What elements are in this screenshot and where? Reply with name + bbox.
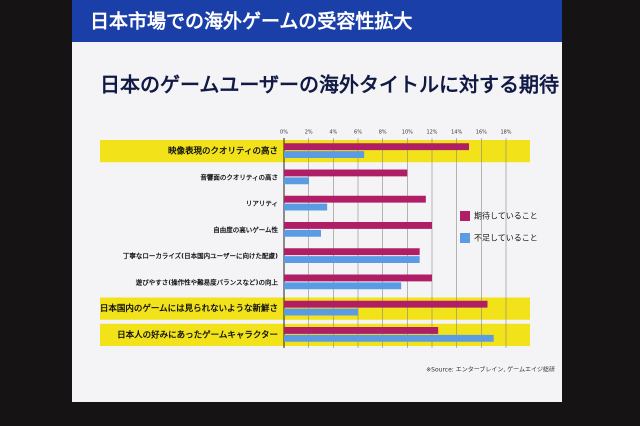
y-tick-label: 日本国内のゲームには見られないような新鮮さ <box>100 303 278 314</box>
legend-swatch <box>460 233 470 243</box>
bar <box>284 300 488 308</box>
y-tick-label: 丁寧なローカライズ(日本国内ユーザーに向けた配慮) <box>123 251 278 260</box>
y-tick-label: 遊びやすさ(操作性や難易度バランスなど)の向上 <box>136 277 279 286</box>
x-tick-label: 18% <box>500 130 511 136</box>
legend-label: 不足していること <box>474 234 538 243</box>
bar <box>284 256 420 263</box>
chart-title: 日本市場での海外ゲームの受容性拡大 <box>90 10 412 33</box>
bar <box>284 229 321 237</box>
x-tick-label: 0% <box>280 130 288 136</box>
x-tick-label: 2% <box>305 130 313 136</box>
bar <box>284 334 494 342</box>
y-tick-label: 音響面のクオリティの高さ <box>200 172 278 181</box>
title-bar <box>72 0 562 42</box>
x-tick-label: 6% <box>354 130 362 136</box>
bar <box>284 308 358 316</box>
x-tick-label: 10% <box>402 130 413 136</box>
legend-label: 期待していること <box>474 211 538 221</box>
bar <box>284 222 432 229</box>
bar <box>284 203 328 211</box>
x-tick-label: 16% <box>476 130 487 136</box>
bar <box>284 143 469 151</box>
bar <box>284 274 432 282</box>
chart-subtitle: 日本のゲームユーザーの海外タイトルに対する期待 <box>100 73 559 97</box>
y-tick-label: 映像表現のクオリティの高さ <box>168 146 278 157</box>
bar <box>284 151 365 158</box>
bar <box>284 248 420 256</box>
x-tick-label: 14% <box>451 130 462 136</box>
y-tick-label: リアリティ <box>246 200 278 208</box>
y-tick-label: 日本人の好みにあったゲームキャラクター <box>117 329 278 340</box>
y-tick-label: 自由度の高いゲーム性 <box>213 225 278 234</box>
bar <box>284 195 426 203</box>
source-note: ※Source: エンターブレイン, ゲームエイジ総研 <box>426 366 555 374</box>
bar <box>284 177 309 185</box>
x-tick-label: 8% <box>379 130 387 136</box>
legend-swatch <box>460 211 470 221</box>
bar <box>284 327 439 334</box>
bar <box>284 169 408 177</box>
x-tick-label: 12% <box>426 130 437 136</box>
bar <box>284 282 402 290</box>
x-tick-label: 4% <box>329 130 337 136</box>
